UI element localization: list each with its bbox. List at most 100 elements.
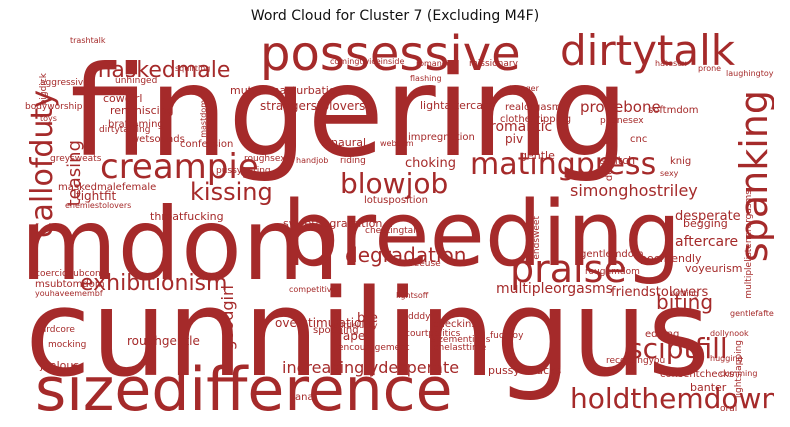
cloud-word: matingpress	[470, 147, 657, 182]
cloud-word: jealous	[40, 359, 80, 372]
cloud-word: cheatingtalk	[365, 226, 421, 236]
cloud-word: spooning	[313, 325, 359, 336]
cloud-word: onelasttime	[433, 343, 487, 353]
cloud-word: phonesex	[600, 116, 644, 126]
cloud-word: cumming	[720, 369, 758, 378]
cloud-word: hugging	[710, 354, 743, 363]
cloud-word: roughmdom	[585, 267, 640, 277]
cloud-word: missionary	[469, 59, 518, 69]
cloud-word: switch	[600, 154, 636, 167]
cloud-word: creampie	[100, 147, 259, 187]
cloud-word: pussysmacks	[488, 364, 562, 377]
cloud-word: maskedmale	[90, 58, 231, 83]
cloud-word: gentle	[520, 149, 555, 162]
cloud-word: competitive	[289, 285, 337, 294]
cloud-word: rape	[338, 329, 366, 343]
cloud-word: comingtwiceinside	[330, 57, 405, 66]
cloud-word: impregnation	[408, 132, 475, 143]
cloud-word: dirtytalk	[560, 30, 736, 75]
cloud-word: oral	[720, 404, 738, 414]
cloud-word: roughgentle	[127, 334, 200, 348]
cloud-word: lightslapping	[734, 340, 744, 398]
cloud-word: multiplelistenerorgasms	[744, 190, 754, 299]
cloud-word: sciptfill	[628, 332, 728, 365]
cloud-word: fingering	[70, 40, 629, 185]
cloud-word: edging	[645, 329, 680, 340]
cloud-word: callofduty	[25, 90, 60, 239]
cloud-word: pronebone	[580, 98, 661, 116]
cloud-word: mdom	[20, 186, 340, 303]
cloud-word: msubtomdom	[35, 279, 105, 290]
cloud-word: lightaftercare	[420, 99, 494, 112]
cloud-word: hatesex	[655, 59, 687, 68]
cloud-word: throatfucking	[150, 210, 224, 223]
cloud-word: anal	[295, 392, 317, 403]
cloud-word: mocking	[48, 340, 87, 350]
cloud-word: cowgirl	[103, 92, 143, 105]
cloud-word: stranger	[505, 84, 539, 93]
cloud-word: romantic	[490, 119, 553, 135]
cloud-word: recordingyou	[606, 356, 666, 366]
cloud-word: betting	[670, 289, 699, 298]
cloud-word: laughingtoyou	[726, 69, 774, 78]
cloud-word: flashing	[410, 74, 442, 83]
cloud-word: encouragement	[338, 343, 410, 353]
cloud-word: mutualmasturbation	[230, 84, 343, 97]
cloud-word: kissing	[190, 178, 273, 206]
cloud-word: strangerstolovers	[260, 99, 366, 113]
cloud-word: softmdom	[648, 105, 699, 116]
cloud-word: riding	[340, 156, 366, 166]
cloud-word: voyeurism	[685, 262, 743, 275]
cloud-word: exhibitionism	[80, 271, 228, 296]
cloud-word: degradation	[345, 243, 467, 267]
cloud-word: endsweet	[532, 216, 542, 260]
cloud-word: cunnilingus	[25, 265, 710, 404]
cloud-word: checkins	[433, 319, 477, 330]
cloud-word: mastdom	[199, 100, 208, 138]
cloud-word: cnc	[630, 134, 648, 145]
cloud-word: roughsex	[244, 154, 286, 164]
word-cloud: fingering mdom breeding cunnilingus sizediff…	[20, 30, 774, 420]
cloud-word: friendstolovers	[611, 285, 709, 300]
cloud-word: reminiscing	[110, 104, 174, 117]
cloud-word: lotusposition	[364, 195, 428, 206]
cloud-word: aggressive	[40, 78, 89, 88]
cloud-word: tightfit	[76, 189, 117, 203]
cloud-word: maskedmalefemale	[58, 182, 157, 193]
cloud-word: knig	[670, 156, 692, 167]
cloud-word: coercionubcon	[35, 269, 101, 279]
cloud-word: praise	[510, 247, 627, 291]
cloud-word: pussyeating	[216, 166, 271, 176]
cloud-word: webcam	[380, 139, 414, 148]
cloud-word: goodgirl	[218, 285, 237, 351]
cloud-word: wetsounds	[131, 134, 185, 145]
cloud-word: hardcore	[35, 325, 75, 335]
cloud-word: dirtytalking	[99, 125, 151, 135]
cloud-word: realorgasm	[505, 102, 562, 113]
cloud-word: bfe	[357, 311, 378, 326]
cloud-word: romance	[416, 59, 452, 68]
cloud-word: pocfriendly	[640, 252, 702, 265]
cloud-word: binaural	[321, 136, 367, 149]
cloud-word: sizedifference	[35, 355, 453, 420]
cloud-word: biting	[656, 290, 714, 314]
chart-title: Word Cloud for Cluster 7 (Excluding M4F)	[250, 8, 540, 24]
cloud-word: aftercare	[675, 234, 739, 250]
cloud-word: consentchecks	[660, 369, 735, 380]
cloud-word: choking	[405, 156, 456, 171]
cloud-word: handjob	[296, 156, 329, 165]
cloud-word: dddy	[408, 312, 431, 322]
cloud-word: spanking	[732, 90, 774, 263]
cloud-word: breeding	[282, 182, 682, 287]
cloud-word: sizementions	[431, 335, 491, 345]
cloud-word: squirting	[175, 64, 211, 73]
cloud-word: sexy	[660, 169, 679, 178]
cloud-word: gentlefaftercare	[730, 309, 774, 318]
cloud-word: dollynook	[710, 329, 749, 338]
cloud-word: increasinglydesperate	[282, 358, 460, 377]
cloud-word: doggystyle	[604, 126, 615, 182]
cloud-word: desperate	[675, 209, 741, 224]
cloud-word: holdthemdown	[570, 382, 774, 415]
cloud-word: fucktoy	[490, 331, 524, 341]
cloud-word: blowjob	[340, 167, 449, 200]
